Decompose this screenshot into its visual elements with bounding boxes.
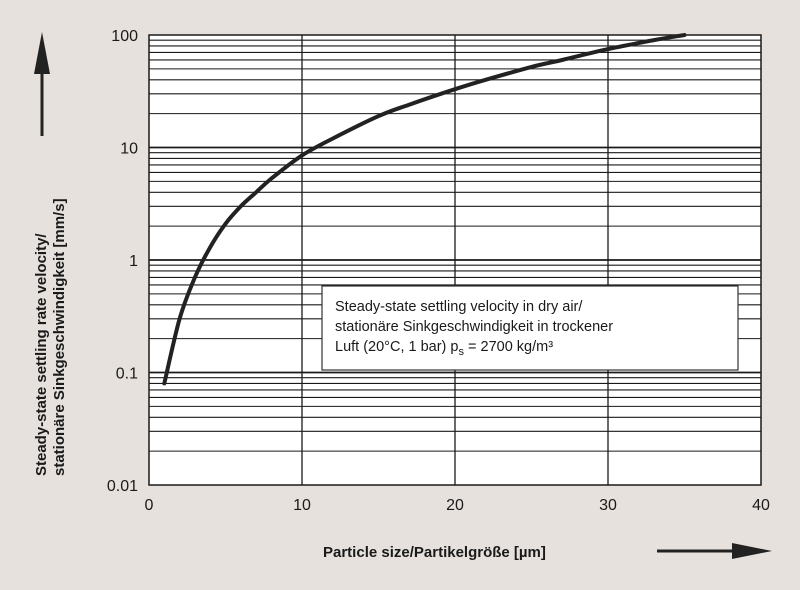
tick-labels: 0 10 20 30 40 0.01 0.1 1 10 100 (107, 28, 770, 514)
x-tick-label: 0 (145, 497, 154, 514)
y-tick-label: 0.1 (116, 366, 138, 383)
annotation-line-1: Steady-state settling velocity in dry ai… (335, 299, 583, 315)
annotation-line-3: Luft (20°C, 1 bar) ps = 2700 kg/m³ (335, 339, 553, 358)
annotation-frame (321, 285, 739, 371)
grid-lines (149, 35, 761, 485)
annotation-line-3-prefix: Luft (20°C, 1 bar) p (335, 339, 458, 355)
x-tick-label: 20 (446, 497, 464, 514)
y-tick-label: 100 (111, 28, 138, 45)
annotation-line-2: stationäre Sinkgeschwindigkeit in trocke… (335, 319, 613, 335)
annotation-line-3-suffix: = 2700 kg/m³ (464, 339, 553, 355)
x-tick-label: 10 (293, 497, 311, 514)
x-axis-title: Particle size/Partikelgröße [µm] (323, 544, 546, 561)
annotation-line-3-subscript: s (458, 346, 464, 358)
annotation-box: Steady-state settling velocity in dry ai… (321, 285, 739, 371)
y-tick-label: 1 (129, 253, 138, 270)
plot-frame (148, 34, 762, 486)
x-axis-arrow (657, 543, 772, 559)
settling-velocity-curve (162, 33, 687, 386)
y-tick-label: 10 (120, 141, 138, 158)
y-tick-label: 0.01 (107, 478, 138, 495)
y-axis-arrow (34, 32, 50, 136)
x-tick-label: 40 (752, 497, 770, 514)
x-tick-label: 30 (599, 497, 617, 514)
y-axis-title-line-2: stationäre Sinkgeschwindigkeit [mm/s] (51, 198, 68, 476)
y-axis-title-line-1: Steady-state settling rate velocity/ (33, 233, 50, 476)
